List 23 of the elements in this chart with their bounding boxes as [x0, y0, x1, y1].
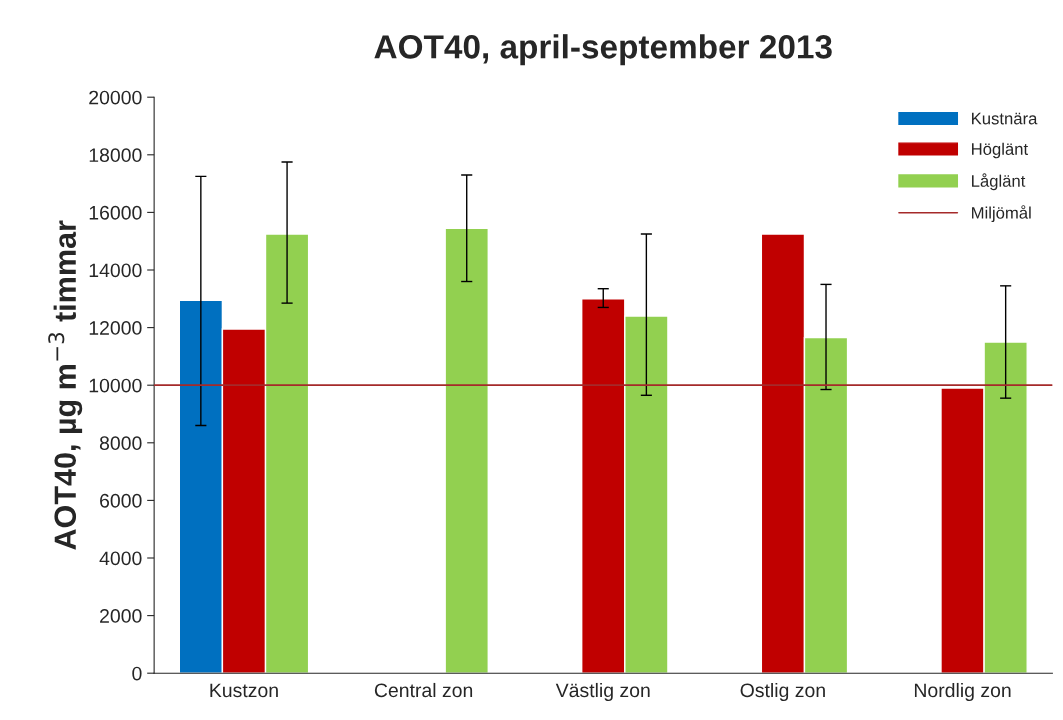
y-tick-label: 12000	[89, 321, 142, 335]
y-axis-title: AOT40, µg m$^{−3}$ timmar	[48, 220, 83, 550]
x-tick-label: Nordlig zon	[914, 682, 1011, 702]
y-tick-label: 16000	[89, 205, 142, 220]
x-tick-label: Kustzon	[210, 683, 278, 698]
y-tick-label: 4000	[99, 551, 142, 566]
x-tick-label: Central zon	[374, 682, 473, 698]
y-tick-label: 14000	[89, 263, 142, 278]
legend-label: Kustnära	[972, 112, 1038, 125]
chart-title: AOT40, april-september 2013	[374, 34, 832, 66]
y-tick-label: 0	[132, 666, 142, 681]
legend-label: Höglänt	[972, 142, 1028, 159]
legend-label: Låglänt	[972, 173, 1026, 191]
y-tick-label: 18000	[89, 148, 142, 163]
y-tick-label: 20000	[89, 90, 142, 105]
bar	[444, 227, 489, 674]
x-tick-label: Västlig zon	[555, 682, 650, 702]
y-tick-label: 2000	[100, 609, 142, 623]
y-tick-label: 8000	[99, 436, 142, 451]
y-tick-label: 6000	[100, 493, 142, 508]
x-tick-label: Ostlig zon	[740, 682, 825, 702]
legend-label: Miljömål	[972, 205, 1031, 223]
y-tick-label: 10000	[89, 378, 142, 393]
